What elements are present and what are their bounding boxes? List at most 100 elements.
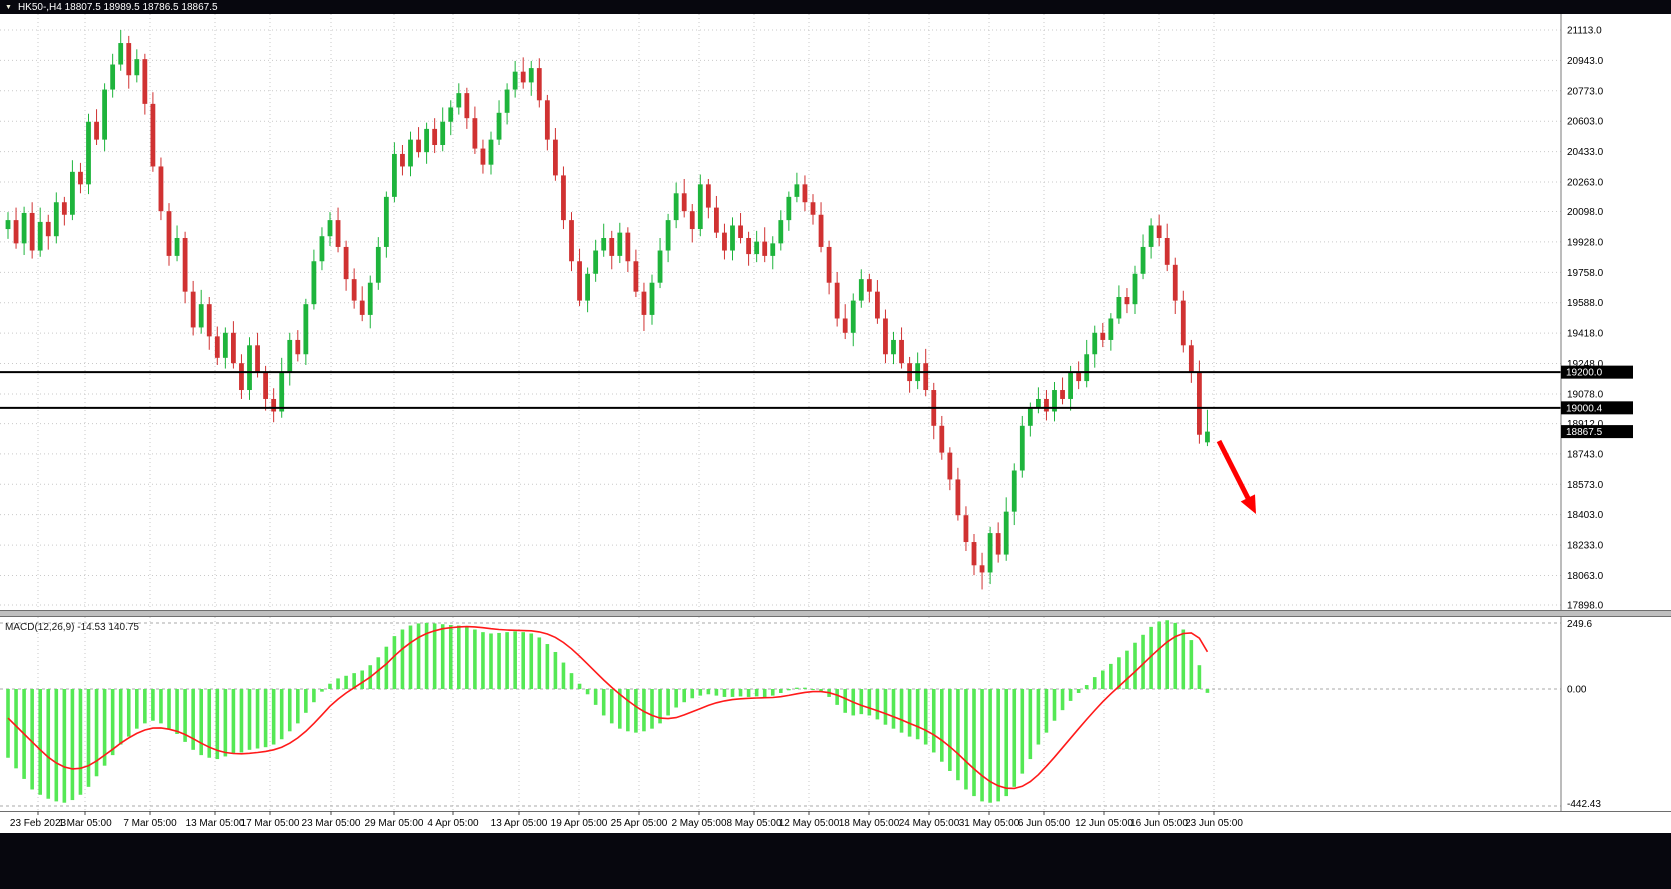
candle-up	[1084, 354, 1090, 382]
macd-bar	[634, 689, 638, 733]
macd-bar	[690, 689, 695, 699]
candle-up	[327, 220, 333, 237]
candle-up	[528, 68, 534, 83]
candle-up	[102, 89, 107, 140]
candle-down	[206, 304, 212, 337]
candle-up	[496, 112, 502, 140]
macd-bar	[698, 689, 703, 696]
macd-bar	[658, 689, 662, 724]
macd-background	[0, 617, 1671, 811]
candle-up	[786, 196, 792, 221]
time-axis-tick: 23 Feb 2023	[10, 818, 67, 829]
candle-up	[657, 250, 663, 283]
macd-bar	[1181, 629, 1186, 690]
macd-label: MACD(12,26,9) -14.53 140.75	[5, 622, 139, 633]
candle-down	[1060, 390, 1065, 399]
candle-down	[126, 43, 132, 76]
macd-bar	[143, 689, 147, 724]
macd-bar	[159, 689, 163, 724]
macd-bar	[618, 689, 622, 729]
candle-down	[947, 452, 953, 480]
macd-bar	[972, 689, 976, 797]
macd-bar	[6, 689, 10, 758]
macd-bar	[1036, 689, 1041, 745]
current-price-tag: 18867.5	[1561, 425, 1633, 439]
time-axis-tick: 23 Mar 05:00	[302, 818, 361, 829]
window-bottom-strip	[0, 833, 1671, 889]
time-axis-tick: 1 Mar 05:00	[58, 818, 112, 829]
macd-bar	[803, 687, 807, 690]
macd-bar	[585, 689, 590, 695]
macd-bar	[102, 689, 107, 766]
macd-bar	[167, 689, 171, 729]
candle-down	[1124, 297, 1130, 305]
macd-bar	[1012, 689, 1017, 787]
time-axis-tick: 31 May 05:00	[959, 818, 1020, 829]
candle-down	[609, 238, 615, 256]
macd-bar	[650, 689, 654, 729]
macd-bar	[1205, 689, 1210, 693]
macd-bar	[30, 689, 34, 790]
macd-bar	[497, 632, 501, 690]
macd-bar	[424, 622, 429, 690]
macd-axis-labels: 249.6 0.00 -442.43	[1567, 619, 1601, 810]
time-axis-tick: 13 Apr 05:00	[491, 818, 548, 829]
panel-divider[interactable]	[0, 610, 1671, 617]
down-arrow-annotation[interactable]	[1216, 439, 1256, 514]
svg-text:19200.0: 19200.0	[1566, 368, 1603, 379]
candle-down	[553, 139, 558, 176]
candle-down	[343, 246, 349, 280]
macd-axis-tick: -442.43	[1567, 799, 1601, 810]
macd-signal-line	[7, 625, 1209, 790]
macd-bar	[505, 632, 509, 690]
candle-down	[142, 59, 148, 104]
macd-bar	[1044, 689, 1049, 733]
symbol-dropdown-icon[interactable]: ▼	[5, 3, 12, 11]
time-axis-tick: 29 Mar 05:00	[365, 818, 424, 829]
main-price-chart[interactable]: 21113.0 20943.0 20773.0 20603.0 20433.0 20263…	[0, 14, 1671, 610]
macd-bar	[118, 689, 123, 745]
macd-bar	[14, 689, 18, 769]
macd-bar	[62, 689, 67, 803]
macd-bar	[1084, 685, 1089, 690]
macd-bar	[223, 689, 228, 757]
candle-down	[561, 175, 566, 221]
price-axis-tick: 19418.0	[1567, 329, 1604, 340]
candle-down	[762, 241, 768, 256]
candle-up	[585, 273, 590, 301]
macd-bar	[199, 689, 203, 756]
price-axis-tick: 20943.0	[1567, 56, 1604, 67]
symbol-ohlc-label: HK50-,H4 18807.5 18989.5 18786.5 18867.5	[17, 1, 218, 13]
macd-indicator-panel[interactable]: 249.6 0.00 -442.43 MACD(12,26,9) -14.53 140…	[0, 617, 1671, 811]
macd-bar	[38, 689, 42, 795]
candle-up	[21, 212, 27, 244]
time-axis-tick: 18 May 05:00	[839, 818, 900, 829]
candle-down	[979, 565, 985, 573]
macd-bar	[940, 689, 944, 762]
macd-bar	[867, 689, 872, 716]
candle-down	[472, 118, 478, 149]
candle-up	[697, 184, 703, 230]
candle-down	[939, 425, 945, 453]
macd-bar	[126, 689, 131, 737]
macd-bar	[376, 657, 381, 690]
macd-bar	[666, 689, 670, 716]
macd-bar	[352, 673, 356, 690]
macd-axis-tick: 249.6	[1567, 619, 1592, 630]
macd-bar	[70, 689, 75, 801]
candle-down	[335, 220, 341, 247]
candle-down	[231, 332, 236, 364]
candle-down	[810, 202, 816, 215]
candle-up	[319, 236, 325, 262]
macd-bar	[1004, 689, 1008, 797]
candle-up	[754, 241, 760, 255]
macd-bar	[795, 687, 799, 690]
macd-bar	[1173, 622, 1178, 690]
candle-up	[730, 225, 735, 251]
macd-bar	[537, 637, 542, 690]
macd-bar	[859, 689, 864, 715]
macd-bar	[448, 625, 453, 690]
macd-bar	[320, 689, 324, 692]
price-axis-tick: 20773.0	[1567, 86, 1604, 97]
